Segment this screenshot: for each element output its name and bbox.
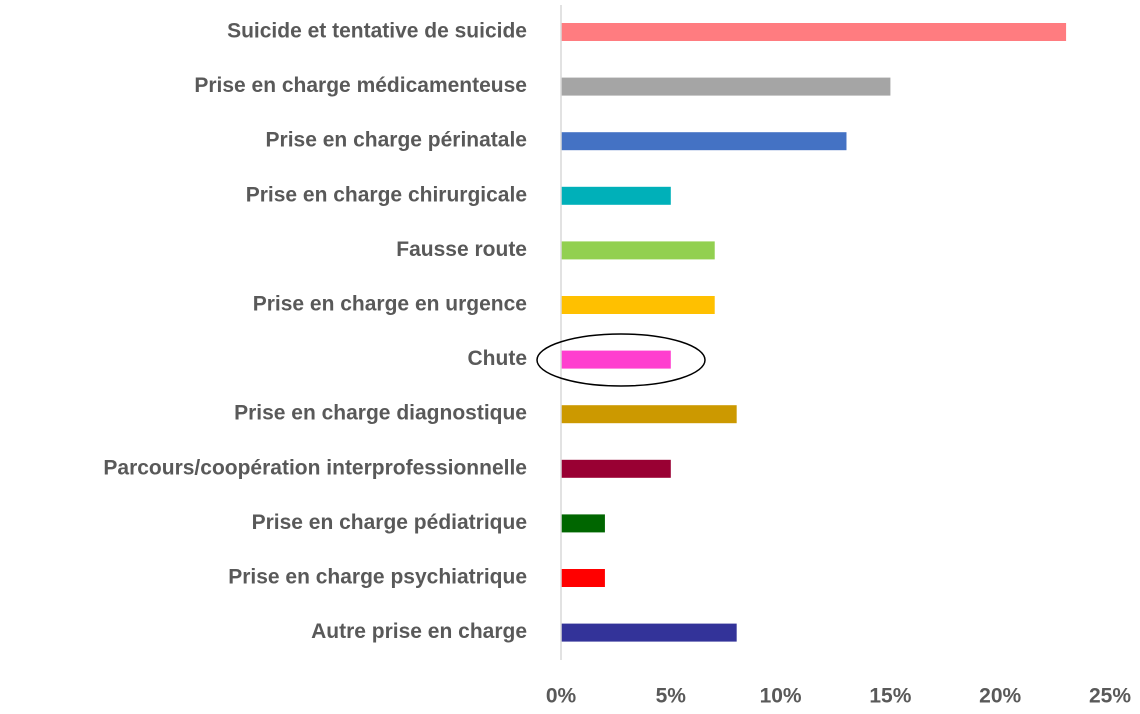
bar [561,623,737,642]
y-tick-label: Autre prise en charge [311,620,527,643]
bar [561,514,605,533]
x-tick-label: 10% [760,685,802,708]
x-tick-label: 15% [869,685,911,708]
bar [561,77,891,96]
y-tick-label: Prise en charge diagnostique [234,402,527,425]
bar [561,186,671,205]
y-tick-label: Prise en charge périnatale [266,129,527,152]
y-tick-label: Prise en charge en urgence [253,293,527,316]
x-tick-label: 20% [979,685,1021,708]
y-tick-label: Prise en charge pédiatrique [252,511,527,534]
bar [561,23,1067,41]
bar [561,241,715,260]
x-tick-label: 25% [1089,685,1131,708]
bar [561,350,671,369]
y-tick-label: Parcours/coopération interprofessionnell… [103,456,527,479]
y-tick-label: Suicide et tentative de suicide [227,20,527,43]
highlight-ellipse [536,333,706,387]
y-tick-label: Prise en charge chirurgicale [246,183,527,206]
y-tick-label: Fausse route [396,238,527,261]
bar [561,405,737,424]
x-tick-label: 5% [656,685,687,708]
x-tick-label: 0% [546,685,577,708]
y-tick-label: Chute [468,347,528,370]
y-tick-label: Prise en charge médicamenteuse [194,74,527,97]
bar [561,296,715,314]
bar [561,459,671,478]
y-tick-label: Prise en charge psychiatrique [228,566,527,589]
bar [561,569,605,587]
bar [561,132,847,151]
